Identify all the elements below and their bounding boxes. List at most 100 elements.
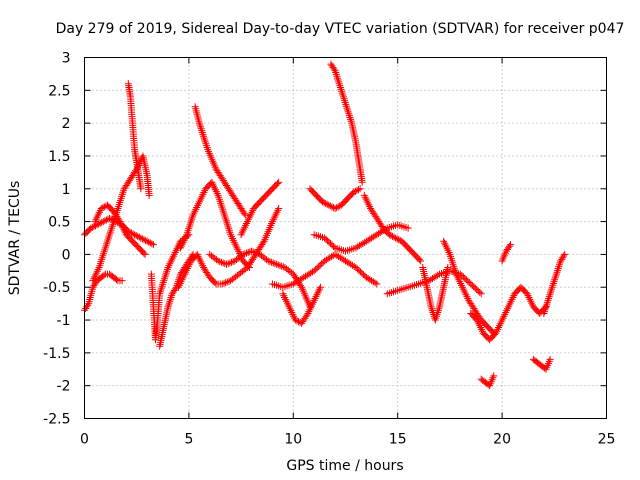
data-point [338,87,346,95]
data-point [387,232,395,240]
data-point [392,234,400,242]
y-tick-label: 3 [62,51,71,67]
data-point [118,277,126,285]
data-point [339,91,347,99]
data-point [552,270,560,278]
data-point [303,311,311,319]
y-tick-label: 0.5 [48,215,70,231]
series-sat-d [124,80,145,193]
y-tick-label: -1 [57,313,71,329]
data-point [245,264,253,272]
data-point [156,288,164,296]
data-point [347,115,355,123]
data-point [551,276,559,284]
data-point [138,235,146,243]
data-point [268,258,276,266]
data-point [554,266,562,274]
data-point [358,178,366,186]
data-point [157,286,165,294]
data-point [333,74,341,82]
data-point [202,140,210,148]
data-point [555,263,563,271]
data-point [249,248,257,256]
data-point [334,203,342,211]
data-point [553,268,561,276]
x-axis-label: GPS time / hours [286,458,403,474]
data-point [171,285,179,293]
data-point [91,222,99,230]
x-tick-label: 10 [284,432,302,448]
data-point [99,218,107,226]
data-point [561,250,569,258]
data-point [335,80,343,88]
data-point [226,259,234,267]
data-point [428,305,436,313]
data-point [548,283,556,291]
data-point [336,82,344,90]
data-point [140,249,148,257]
data-point [373,280,381,288]
data-point [98,218,106,226]
data-point [336,84,344,92]
data-point [243,249,251,257]
data-point [330,65,338,73]
data-point [342,102,350,110]
data-point [148,240,156,248]
data-point [385,231,393,239]
data-point [346,114,354,122]
series-sat-n [268,250,381,291]
series-sat-i [191,103,249,219]
data-point [337,85,345,93]
data-point [545,293,553,301]
y-tick-label: 1 [62,182,71,198]
data-point [428,307,436,315]
data-point [548,285,556,293]
data-point [95,220,103,228]
data-point [149,241,157,249]
data-point [248,247,256,255]
data-point [417,257,425,265]
data-point [339,93,347,101]
y-tick-label: 2 [62,116,71,132]
data-point [273,180,281,188]
series-sat-o [327,60,366,186]
data-point [134,232,142,240]
data-point [435,305,443,313]
data-point [200,132,208,140]
data-point [371,279,379,287]
data-point [100,271,108,279]
y-tick-label: -2 [57,379,71,395]
data-point [159,279,167,287]
series-sat-v [477,372,498,390]
data-point [274,261,282,269]
data-point [393,235,401,243]
series-sat-r [360,191,425,265]
data-point [160,277,168,285]
data-point [340,95,348,103]
series-sat-x [498,241,514,265]
series-sat-s [383,267,485,298]
x-tick-labels: 0 5 10 15 20 25 [80,432,615,448]
data-point [131,231,139,239]
data-point [549,279,557,287]
data-point [198,129,206,137]
data-point [102,216,110,224]
series-sat-t [419,264,452,324]
data-point [322,200,330,208]
y-axis-label: SDTVAR / TECUs [7,181,23,296]
series-sat-l [237,178,283,239]
data-point [218,280,226,288]
data-point [275,204,283,212]
data-point [157,284,165,292]
data-point [241,211,249,219]
series-sat-z [540,250,569,317]
data-point [196,121,204,129]
series-sat-e [91,201,149,258]
data-point [137,234,145,242]
data-point [326,202,334,210]
data-point [505,242,513,250]
x-tick-label: 0 [80,432,89,448]
data-point [476,288,484,296]
data-point [162,271,170,279]
data-point [319,198,327,206]
